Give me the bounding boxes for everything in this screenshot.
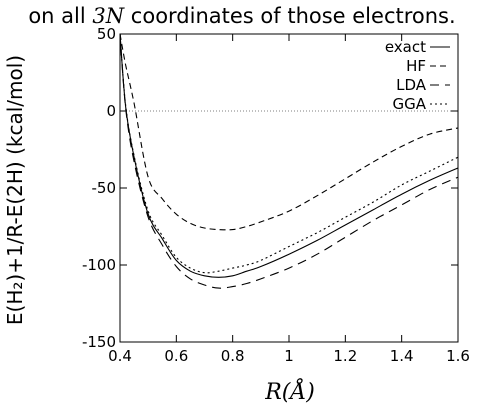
y-tick-label: -50 bbox=[92, 179, 117, 197]
series-line-lda bbox=[120, 34, 458, 289]
x-tick-label: 0.6 bbox=[164, 347, 188, 365]
caption-math: 3N bbox=[92, 4, 124, 28]
series-layer bbox=[120, 34, 458, 289]
y-tick-label: 0 bbox=[106, 102, 116, 120]
y-tick-label: -150 bbox=[82, 333, 116, 351]
legend-label-exact: exact bbox=[385, 38, 426, 56]
x-tick-label: 1 bbox=[284, 347, 294, 365]
x-axis: 0.4 0.6 0.8 1 1.2 1.4 1.6 bbox=[108, 34, 470, 365]
series-line-exact bbox=[120, 34, 458, 278]
x-tick-label: 0.4 bbox=[108, 347, 132, 365]
x-tick-label: 1.6 bbox=[446, 347, 470, 365]
y-axis-label: E(H₂)+1/R-E(2H) (kcal/mol) bbox=[3, 55, 27, 325]
x-tick-label: 0.8 bbox=[221, 347, 245, 365]
caption-text: on all 3N coordinates of those electrons… bbox=[28, 4, 455, 28]
y-axis: -150 -100 -50 0 50 bbox=[82, 25, 458, 351]
legend-label-gga: GGA bbox=[392, 95, 426, 113]
y-tick-label: 50 bbox=[97, 25, 116, 43]
series-line-gga bbox=[120, 34, 458, 274]
y-tick-label: -100 bbox=[82, 256, 116, 274]
legend-label-lda: LDA bbox=[396, 76, 427, 94]
series-line-hf bbox=[120, 34, 458, 231]
x-tick-label: 1.4 bbox=[390, 347, 414, 365]
x-axis-label: R(Å) bbox=[264, 377, 315, 405]
caption-suffix: coordinates of those electrons. bbox=[124, 4, 456, 28]
caption-prefix: on all bbox=[28, 4, 92, 28]
legend-label-hf: HF bbox=[406, 57, 426, 75]
x-tick-label: 1.2 bbox=[333, 347, 357, 365]
